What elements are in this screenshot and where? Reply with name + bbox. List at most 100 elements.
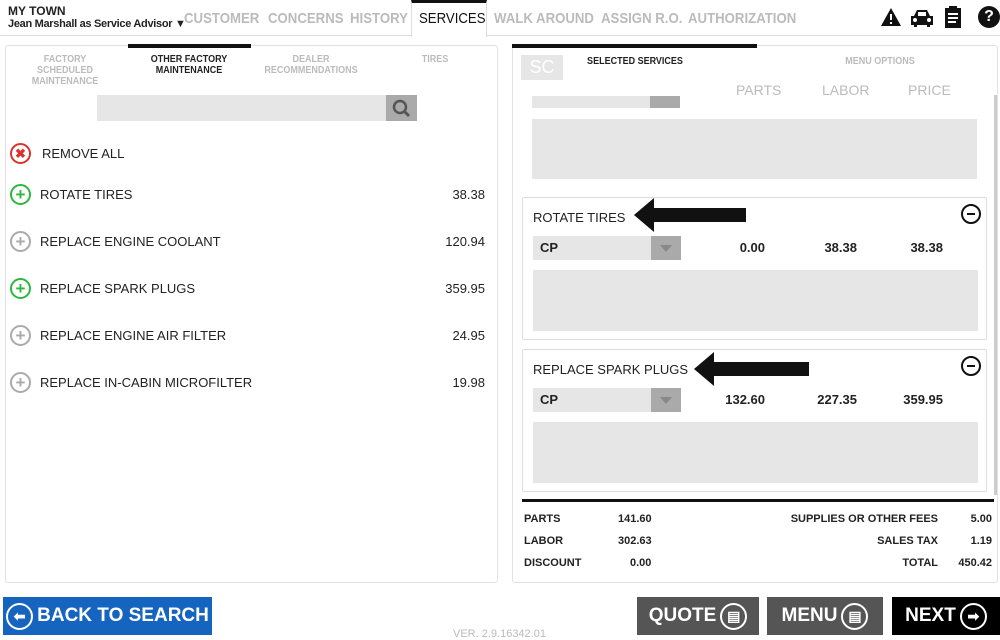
parts-total: 141.60 [618, 513, 652, 525]
add-icon[interactable]: + [10, 325, 31, 346]
help-icon[interactable]: ? [978, 6, 1000, 28]
grand-total: 450.42 [958, 557, 992, 569]
tab-other-factory[interactable]: OTHER FACTORY MAINTENANCE [150, 54, 228, 76]
document-icon: ▤ [841, 602, 869, 630]
service-parts: 132.60 [725, 392, 765, 407]
active-tab-indicator [512, 44, 757, 48]
service-name: REPLACE ENGINE AIR FILTER [40, 328, 227, 343]
tax-total: 1.19 [970, 535, 992, 547]
notes-area [533, 270, 978, 331]
document-icon: ▤ [720, 602, 748, 630]
nav-services-tab[interactable] [411, 0, 487, 37]
back-to-search-button[interactable]: ⬅ BACK TO SEARCH [3, 597, 212, 635]
notes-area [532, 119, 977, 179]
remove-all-label: REMOVE ALL [42, 146, 125, 161]
back-label: BACK TO SEARCH [37, 605, 209, 626]
car-icon[interactable] [910, 8, 934, 28]
nav-walk-around[interactable]: WALK AROUND [494, 10, 594, 27]
tab-selected-services[interactable]: SELECTED SERVICES [587, 56, 683, 67]
chevron-down-icon [651, 236, 681, 260]
pay-type-select[interactable] [532, 96, 680, 108]
next-label: NEXT [905, 605, 956, 626]
nav-services[interactable]: SERVICES [419, 10, 486, 27]
service-name: REPLACE IN-CABIN MICROFILTER [40, 375, 253, 390]
service-name: ROTATE TIRES [40, 187, 133, 202]
chevron-down-icon [651, 388, 681, 412]
arrow-left-icon: ⬅ [6, 602, 34, 630]
clipboard-icon[interactable] [944, 5, 962, 29]
service-item[interactable]: + REPLACE ENGINE COOLANT 120.94 [10, 231, 490, 255]
labor-label: LABOR [524, 535, 564, 547]
pay-type-value: CP [540, 240, 559, 255]
tab-menu-options[interactable]: MENU OPTIONS [845, 56, 915, 67]
notes-area [533, 422, 978, 483]
services-catalog-panel [5, 45, 498, 583]
arrow-annotation [694, 352, 809, 386]
user-name: Jean Marshall as Service Advisor [8, 18, 173, 30]
quote-label: QUOTE [648, 605, 717, 626]
tab-tires[interactable]: TIRES [421, 54, 449, 65]
tab-factory-scheduled[interactable]: FACTORY SCHEDULED MAINTENANCE [31, 54, 99, 87]
warning-icon[interactable] [880, 7, 902, 27]
remove-service-icon[interactable] [961, 356, 981, 376]
header: MY TOWN Jean Marshall as Service Advisor… [0, 0, 1000, 37]
next-button[interactable]: NEXT ➡ [892, 597, 1000, 635]
service-title: ROTATE TIRES [533, 210, 626, 225]
nav-authorization[interactable]: AUTHORIZATION [688, 10, 797, 27]
fees-label: SUPPLIES OR OTHER FEES [790, 513, 938, 525]
pay-type-select[interactable]: CP [533, 236, 681, 260]
labor-total: 302.63 [618, 535, 652, 547]
remove-icon: ✖ [10, 143, 31, 164]
search-button[interactable] [386, 95, 417, 121]
user-menu[interactable]: Jean Marshall as Service Advisor ▼ [8, 18, 186, 30]
service-item[interactable]: + REPLACE IN-CABIN MICROFILTER 19.98 [10, 372, 490, 396]
remove-all-button[interactable]: ✖ REMOVE ALL [10, 143, 490, 167]
arrow-right-icon: ➡ [959, 602, 987, 630]
service-name: REPLACE ENGINE COOLANT [40, 234, 221, 249]
total-label: TOTAL [902, 557, 938, 569]
add-icon[interactable]: + [10, 184, 31, 205]
service-item[interactable]: + REPLACE SPARK PLUGS 359.95 [10, 278, 490, 302]
service-price: 24.95 [452, 328, 485, 343]
service-parts: 0.00 [739, 240, 765, 255]
remove-service-icon[interactable] [961, 204, 981, 224]
service-name: REPLACE SPARK PLUGS [40, 281, 196, 296]
pay-type-select[interactable]: CP [533, 388, 681, 412]
nav-customer[interactable]: CUSTOMER [184, 10, 260, 27]
service-title: REPLACE SPARK PLUGS [533, 362, 689, 377]
parts-label: PARTS [524, 513, 561, 525]
scrollbar[interactable] [994, 95, 997, 495]
menu-label: MENU [781, 605, 838, 626]
selected-service-card: ROTATE TIRES CP 0.00 38.38 38.38 [522, 197, 987, 340]
col-price: PRICE [908, 82, 951, 98]
nav-concerns[interactable]: CONCERNS [268, 10, 344, 27]
divider [522, 499, 994, 502]
add-icon[interactable]: + [10, 278, 31, 299]
add-icon[interactable]: + [10, 372, 31, 393]
service-labor: 38.38 [824, 240, 857, 255]
fees-total: 5.00 [970, 513, 992, 525]
nav-assign-ro[interactable]: ASSIGN R.O. [601, 10, 683, 27]
quote-button[interactable]: QUOTE ▤ [637, 597, 759, 635]
selected-service-card: REPLACE SPARK PLUGS CP 132.60 227.35 359… [522, 349, 987, 492]
service-price: 359.95 [903, 392, 943, 407]
discount-total: 0.00 [630, 557, 652, 569]
menu-button[interactable]: MENU ▤ [767, 597, 883, 635]
arrow-annotation [634, 198, 746, 232]
service-price: 359.95 [445, 281, 485, 296]
add-icon[interactable]: + [10, 231, 31, 252]
tab-dealer-recommendations[interactable]: DEALER RECOMMENDATIONS [264, 54, 358, 76]
service-item[interactable]: + ROTATE TIRES 38.38 [10, 184, 490, 208]
sc-badge: SC [521, 55, 563, 80]
search-input[interactable] [97, 95, 387, 121]
pay-type-value: CP [540, 392, 559, 407]
service-labor: 227.35 [817, 392, 857, 407]
service-price: 120.94 [445, 234, 485, 249]
tax-label: SALES TAX [877, 535, 938, 547]
version: VER. 2.9.16342.01 [453, 628, 546, 640]
location: MY TOWN [8, 4, 66, 18]
search-icon [392, 99, 411, 118]
service-item[interactable]: + REPLACE ENGINE AIR FILTER 24.95 [10, 325, 490, 349]
nav-history[interactable]: HISTORY [350, 10, 408, 27]
col-parts: PARTS [736, 82, 782, 98]
